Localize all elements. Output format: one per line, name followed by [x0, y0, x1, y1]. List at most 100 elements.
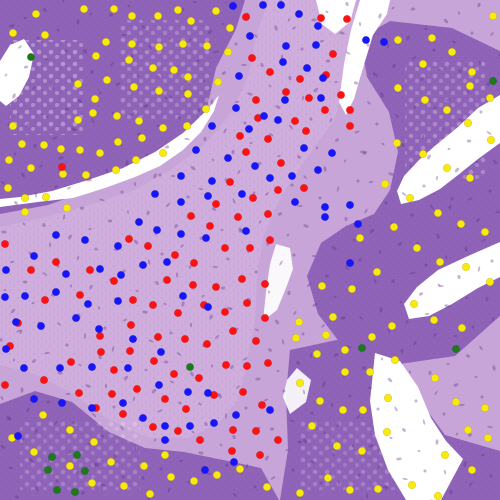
yellow-cell-marker[interactable] [307, 421, 317, 431]
yellow-cell-marker[interactable] [291, 333, 301, 343]
yellow-cell-marker[interactable] [433, 208, 443, 218]
blue-cell-marker[interactable] [138, 413, 148, 423]
red-cell-marker[interactable] [295, 74, 305, 84]
yellow-cell-marker[interactable] [488, 11, 498, 21]
yellow-cell-marker[interactable] [153, 11, 163, 21]
blue-cell-marker[interactable] [302, 63, 312, 73]
yellow-cell-marker[interactable] [102, 75, 112, 85]
yellow-cell-marker[interactable] [26, 163, 36, 173]
blue-cell-marker[interactable] [150, 189, 160, 199]
yellow-cell-marker[interactable] [418, 59, 428, 69]
yellow-cell-marker[interactable] [40, 30, 50, 40]
yellow-cell-marker[interactable] [182, 121, 192, 131]
yellow-cell-marker[interactable] [347, 284, 357, 294]
yellow-cell-marker[interactable] [373, 484, 383, 494]
red-cell-marker[interactable] [251, 426, 261, 436]
green-cell-marker[interactable] [488, 76, 498, 86]
yellow-cell-marker[interactable] [158, 123, 168, 133]
blue-cell-marker[interactable] [61, 269, 71, 279]
red-cell-marker[interactable] [107, 389, 117, 399]
yellow-cell-marker[interactable] [456, 219, 466, 229]
blue-cell-marker[interactable] [113, 241, 123, 251]
blue-cell-marker[interactable] [51, 230, 61, 240]
yellow-cell-marker[interactable] [225, 23, 235, 33]
blue-cell-marker[interactable] [11, 317, 21, 327]
red-cell-marker[interactable] [281, 87, 291, 97]
red-cell-marker[interactable] [257, 400, 267, 410]
red-cell-marker[interactable] [260, 313, 270, 323]
yellow-cell-marker[interactable] [81, 170, 91, 180]
blue-cell-marker[interactable] [207, 121, 217, 131]
red-cell-marker[interactable] [345, 121, 355, 131]
blue-cell-marker[interactable] [156, 347, 166, 357]
yellow-cell-marker[interactable] [447, 47, 457, 57]
yellow-cell-marker[interactable] [315, 396, 325, 406]
yellow-cell-marker[interactable] [20, 207, 30, 217]
red-cell-marker[interactable] [126, 320, 136, 330]
yellow-cell-marker[interactable] [173, 5, 183, 15]
blue-cell-marker[interactable] [361, 35, 371, 45]
yellow-cell-marker[interactable] [131, 155, 141, 165]
yellow-cell-marker[interactable] [328, 312, 338, 322]
yellow-cell-marker[interactable] [127, 39, 137, 49]
yellow-cell-marker[interactable] [127, 11, 137, 21]
blue-cell-marker[interactable] [191, 145, 201, 155]
blue-cell-marker[interactable] [201, 233, 211, 243]
blue-cell-marker[interactable] [13, 431, 23, 441]
yellow-cell-marker[interactable] [8, 28, 18, 38]
yellow-cell-marker[interactable] [65, 425, 75, 435]
red-cell-marker[interactable] [74, 388, 84, 398]
yellow-cell-marker[interactable] [154, 42, 164, 52]
red-cell-marker[interactable] [345, 105, 355, 115]
yellow-cell-marker[interactable] [358, 405, 368, 415]
yellow-cell-marker[interactable] [65, 461, 75, 471]
yellow-cell-marker[interactable] [392, 138, 402, 148]
red-cell-marker[interactable] [57, 162, 67, 172]
red-cell-marker[interactable] [148, 300, 158, 310]
yellow-cell-marker[interactable] [112, 111, 122, 121]
red-cell-marker[interactable] [320, 105, 330, 115]
blue-cell-marker[interactable] [185, 421, 195, 431]
blue-cell-marker[interactable] [223, 153, 233, 163]
blue-cell-marker[interactable] [1, 265, 11, 275]
red-cell-marker[interactable] [160, 394, 170, 404]
yellow-cell-marker[interactable] [186, 16, 196, 26]
red-cell-marker[interactable] [0, 239, 10, 249]
yellow-cell-marker[interactable] [465, 81, 475, 91]
yellow-cell-marker[interactable] [113, 137, 123, 147]
red-cell-marker[interactable] [245, 243, 255, 253]
blue-cell-marker[interactable] [203, 191, 213, 201]
red-cell-marker[interactable] [186, 211, 196, 221]
red-cell-marker[interactable] [233, 212, 243, 222]
red-cell-marker[interactable] [241, 12, 251, 22]
yellow-cell-marker[interactable] [317, 281, 327, 291]
blue-cell-marker[interactable] [318, 73, 328, 83]
yellow-cell-marker[interactable] [418, 149, 428, 159]
blue-cell-marker[interactable] [245, 31, 255, 41]
yellow-cell-marker[interactable] [442, 105, 452, 115]
blue-cell-marker[interactable] [36, 321, 46, 331]
blue-cell-marker[interactable] [311, 40, 321, 50]
blue-cell-marker[interactable] [87, 362, 97, 372]
red-cell-marker[interactable] [39, 375, 49, 385]
red-cell-marker[interactable] [247, 53, 257, 63]
yellow-cell-marker[interactable] [148, 63, 158, 73]
yellow-cell-marker[interactable] [390, 355, 400, 365]
blue-cell-marker[interactable] [83, 299, 93, 309]
blue-cell-marker[interactable] [259, 111, 269, 121]
yellow-cell-marker[interactable] [486, 135, 496, 145]
blue-cell-marker[interactable] [228, 1, 238, 11]
red-cell-marker[interactable] [228, 326, 238, 336]
yellow-cell-marker[interactable] [213, 77, 223, 87]
yellow-cell-marker[interactable] [485, 277, 495, 287]
yellow-cell-marker[interactable] [294, 317, 304, 327]
yellow-cell-marker[interactable] [340, 345, 350, 355]
yellow-cell-marker[interactable] [137, 133, 147, 143]
yellow-cell-marker[interactable] [91, 51, 101, 61]
yellow-cell-marker[interactable] [340, 367, 350, 377]
blue-cell-marker[interactable] [87, 403, 97, 413]
yellow-cell-marker[interactable] [17, 139, 27, 149]
red-cell-marker[interactable] [263, 209, 273, 219]
red-cell-marker[interactable] [301, 126, 311, 136]
yellow-cell-marker[interactable] [235, 464, 245, 474]
